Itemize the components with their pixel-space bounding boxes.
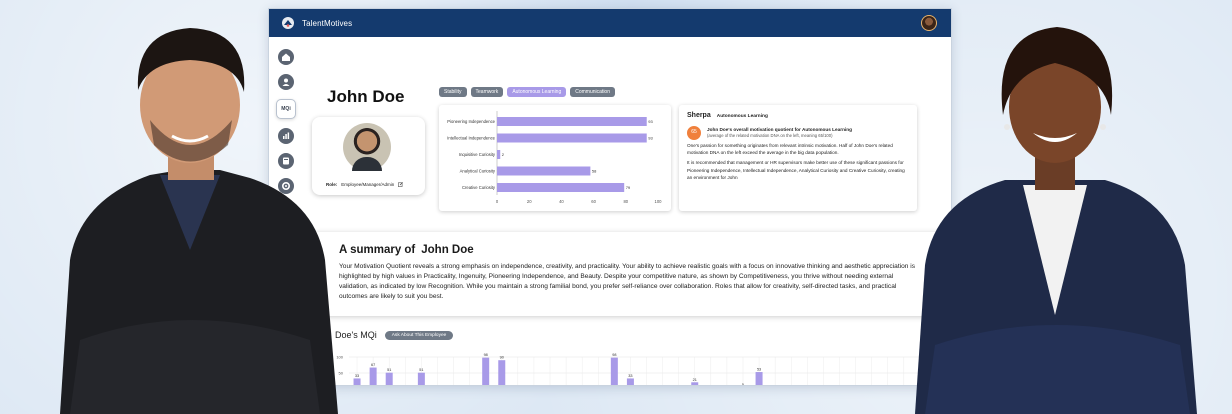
profile-icon[interactable] — [278, 74, 294, 90]
bar-value-label: 98 — [484, 353, 488, 357]
bar-value-label: 5 — [742, 383, 744, 386]
ask-about-employee-button[interactable]: Ask About This Employee — [384, 330, 454, 340]
x-tick-label: 40 — [559, 199, 564, 204]
bar — [497, 133, 647, 143]
bar — [385, 372, 393, 385]
bar — [497, 183, 625, 192]
bar-value-label: 93 — [648, 136, 653, 141]
bar-value-label: 2 — [502, 152, 505, 157]
woman-photo — [915, 27, 1197, 414]
sherpa-topic: Autonomous Learning — [716, 114, 768, 119]
bar-value-label: 21 — [693, 378, 697, 382]
role-label: Role: — [326, 182, 338, 187]
bar-value-label: 90 — [500, 356, 504, 360]
x-tick-label: 20 — [527, 199, 532, 204]
bar-value-label: 51 — [387, 368, 391, 372]
brand-name: TalentMotives — [302, 18, 353, 28]
tab-communication[interactable]: Communication — [570, 87, 615, 97]
summary-title: A summary of John Doe — [339, 244, 921, 256]
bar-value-label: 93 — [648, 119, 653, 124]
sherpa-panel: Sherpa Autonomous Learning 65 John Doe's… — [679, 105, 917, 211]
sherpa-title: Sherpa — [687, 112, 711, 119]
sidebar-item-mqi[interactable]: MQi — [276, 99, 296, 119]
category-label: Inquisitive Curiosity — [459, 152, 496, 157]
book-icon[interactable] — [278, 153, 294, 169]
motivation-chart-card: 0 20 40 60 80 100 Pioneering Independence 93 Int… — [439, 105, 671, 211]
x-tick-label: 80 — [623, 199, 628, 204]
tab-autonomous-learning[interactable]: Autonomous Learning — [507, 87, 567, 97]
x-tick-label: 0 — [496, 199, 499, 204]
bar-value-label: 33 — [355, 374, 359, 378]
man-photo — [60, 28, 338, 414]
mqi-nav-label: MQi — [281, 106, 291, 112]
role-value: Employee/Manager/Admin — [341, 182, 395, 187]
role-line: Role: Employee/Manager/Admin — [326, 182, 404, 187]
tab-stability[interactable]: Stability — [439, 87, 467, 97]
profile-photo — [343, 123, 391, 171]
summary-text: Your Motivation Quotient reveals a stron… — [339, 263, 916, 300]
bar-value-label: 51 — [419, 368, 423, 372]
bar — [369, 367, 377, 385]
bar — [610, 357, 618, 385]
home-icon[interactable] — [278, 49, 294, 65]
bar-value-label: 67 — [371, 363, 375, 367]
bar-value-label: 79 — [626, 185, 631, 190]
bar — [498, 360, 506, 385]
bar-value-label: 33 — [628, 374, 632, 378]
bar — [497, 150, 501, 159]
category-label: Analytical Curiosity — [460, 169, 496, 174]
bar-chart-icon[interactable] — [278, 128, 294, 144]
app-window: TalentMotives MQi John Doe Role: Employe… — [268, 8, 952, 386]
mqi-title: Doe's MQi — [335, 330, 377, 340]
category-tabs: Stability Teamwork Autonomous Learning C… — [439, 87, 615, 97]
sidebar: MQi — [275, 49, 297, 203]
x-tick-label: 100 — [655, 199, 663, 204]
tab-teamwork[interactable]: Teamwork — [470, 87, 504, 97]
mqi-bar-chart: 100500336751519890983321553 — [336, 353, 944, 386]
score-line-name: John Doe's — [707, 126, 733, 132]
user-avatar[interactable] — [921, 15, 937, 31]
brand-logo-icon[interactable] — [281, 16, 295, 30]
bar — [482, 357, 490, 385]
sherpa-paragraph-2: It is recommended that management or HR … — [687, 160, 905, 180]
bar — [691, 382, 699, 385]
gear-icon[interactable] — [278, 178, 294, 194]
x-tick-label: 60 — [591, 199, 596, 204]
page-title: John Doe — [327, 87, 405, 106]
edit-icon[interactable] — [398, 182, 404, 187]
category-label: Intellectual Independence — [447, 136, 495, 141]
mqi-header: Doe's MQi Ask About This Employee — [335, 330, 454, 340]
score-subtitle: (average of the related motivation DNA o… — [707, 133, 833, 139]
bar — [497, 117, 647, 126]
score-line-text: overall motivation quotient for Autonomo… — [733, 126, 852, 132]
bar-value-label: 98 — [612, 353, 616, 357]
top-bar: TalentMotives — [269, 9, 951, 37]
motivation-bar-chart: 0 20 40 60 80 100 Pioneering Independence 93 Int… — [447, 111, 663, 204]
category-label: Pioneering Independence — [447, 119, 495, 124]
bar — [497, 166, 591, 176]
y-tick-label: 100 — [336, 355, 343, 360]
y-tick-label: 50 — [339, 371, 344, 376]
bar — [353, 378, 361, 385]
profile-card: Role: Employee/Manager/Admin — [312, 117, 425, 195]
bar-value-label: 53 — [757, 368, 761, 372]
bar-value-label: 58 — [592, 169, 597, 174]
category-label: Creative Curiosity — [462, 185, 496, 190]
summary-title-prefix: A summary of — [339, 244, 416, 256]
sherpa-paragraph-1: One's passion for something originates f… — [687, 142, 893, 156]
score-badge: 65 — [687, 125, 701, 140]
bar — [417, 372, 425, 385]
summary-title-name: John Doe — [421, 244, 474, 256]
summary-card: A summary of John Doe Your Motivation Quo… — [315, 232, 945, 316]
bar — [755, 372, 763, 385]
bar — [626, 378, 634, 385]
